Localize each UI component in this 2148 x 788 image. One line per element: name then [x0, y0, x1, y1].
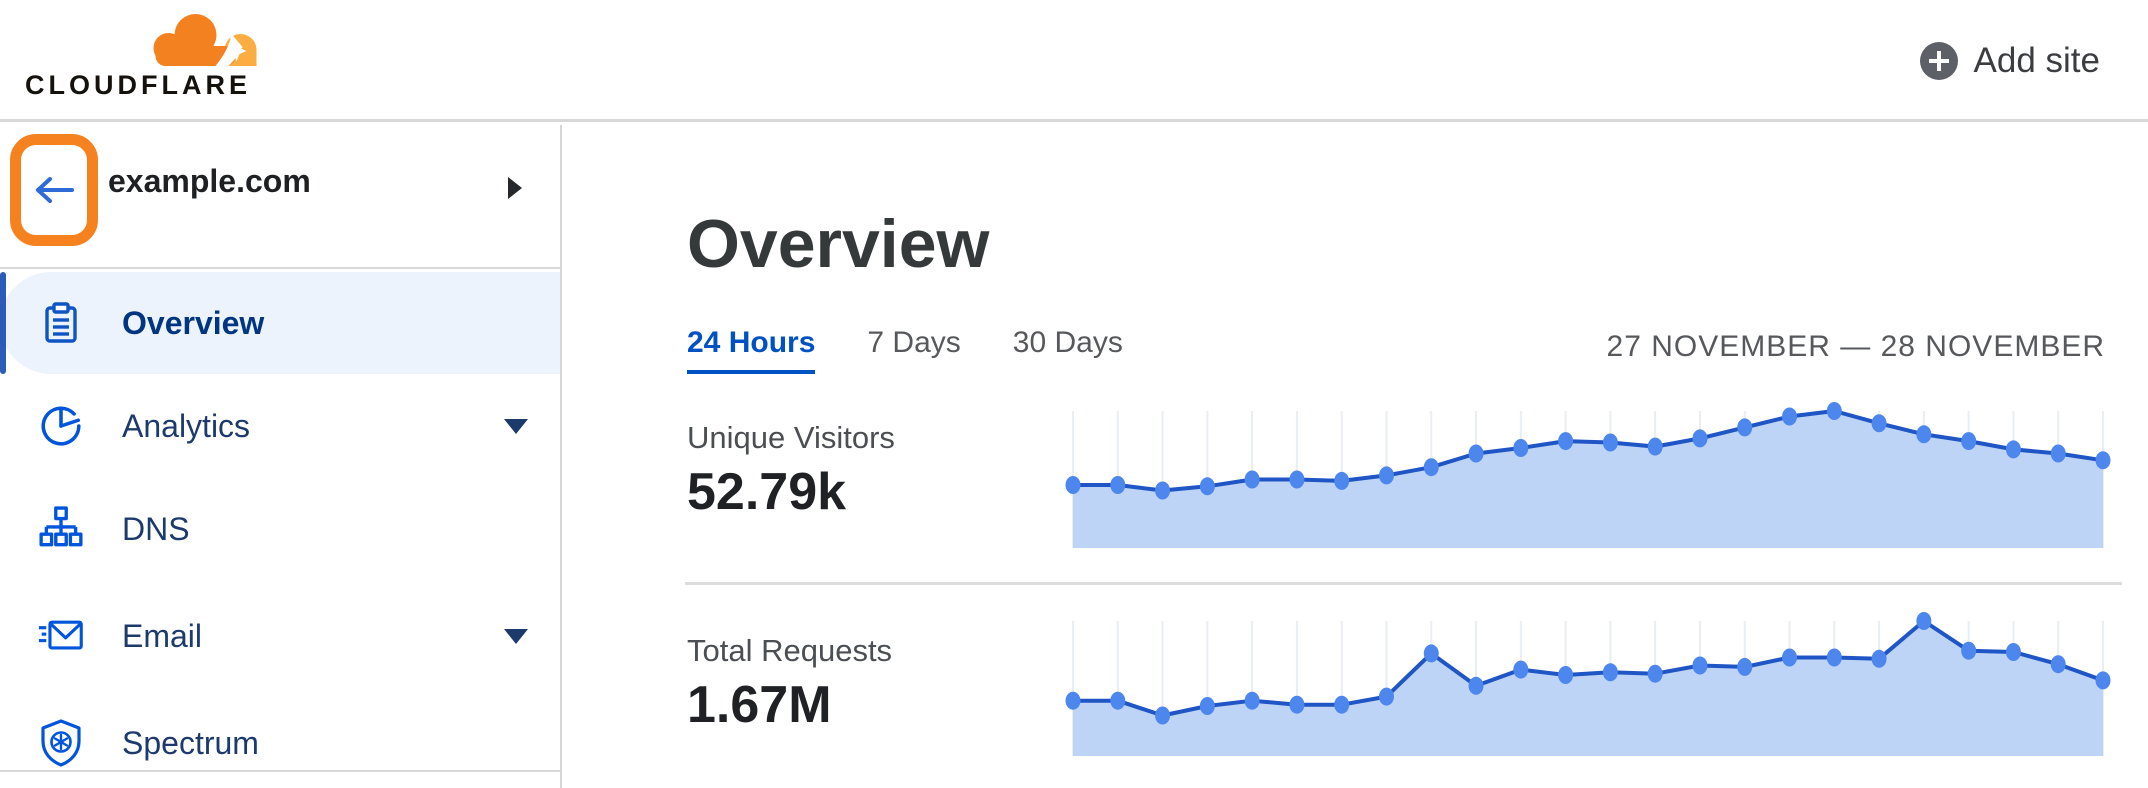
- total-requests-chart: [1065, 612, 2111, 756]
- chevron-down-icon[interactable]: [504, 628, 528, 644]
- sidebar: example.com Overview: [0, 125, 562, 788]
- sidebar-item-label: Overview: [122, 304, 265, 341]
- selected-indicator: [0, 272, 6, 374]
- back-button annotation-highlight-box[interactable]: [10, 134, 98, 246]
- top-header: CLOUDFLARE Add site: [0, 0, 2148, 122]
- clipboard-icon: [38, 299, 84, 347]
- time-range-tabs: 24 Hours 7 Days 30 Days: [687, 326, 1123, 374]
- email-icon: [38, 612, 84, 660]
- sidebar-divider: [0, 267, 560, 269]
- total-requests-label: Total Requests: [687, 633, 893, 668]
- tab-24-hours[interactable]: 24 Hours: [687, 326, 816, 374]
- plus-icon: [1919, 42, 1958, 80]
- section-divider: [685, 582, 2122, 585]
- tab-30-days[interactable]: 30 Days: [1012, 326, 1123, 359]
- cloudflare-cloud-icon: [153, 14, 257, 66]
- sidebar-item-overview[interactable]: Overview: [0, 272, 560, 374]
- total-requests-value: 1.67M: [687, 676, 832, 734]
- cloudflare-logo[interactable]: CLOUDFLARE: [25, 6, 265, 116]
- sidebar-item-email[interactable]: Email: [0, 585, 560, 687]
- arrow-left-icon: [36, 177, 74, 203]
- unique-visitors-chart: [1065, 402, 2111, 548]
- shield-icon: [38, 719, 84, 767]
- sidebar-item-label: DNS: [122, 510, 190, 547]
- unique-visitors-label: Unique Visitors: [687, 420, 895, 455]
- unique-visitors-value: 52.79k: [687, 463, 847, 521]
- add-site-button[interactable]: Add site: [1919, 33, 2100, 89]
- sidebar-item-spectrum[interactable]: Spectrum: [0, 692, 560, 788]
- sidebar-item-dns[interactable]: DNS: [0, 478, 560, 580]
- page-title: Overview: [687, 206, 990, 282]
- site-switcher-row: example.com: [0, 125, 560, 267]
- tab-7-days[interactable]: 7 Days: [867, 326, 961, 359]
- sidebar-divider: [0, 770, 560, 772]
- add-site-label: Add site: [1973, 41, 2100, 80]
- sidebar-item-analytics[interactable]: Analytics: [0, 375, 560, 477]
- site-name[interactable]: example.com: [108, 163, 311, 199]
- sidebar-item-label: Spectrum: [122, 724, 259, 761]
- chevron-down-icon[interactable]: [504, 418, 528, 434]
- date-range-label: 27 NOVEMBER — 28 NOVEMBER: [1606, 330, 2105, 363]
- cloudflare-wordmark: CLOUDFLARE: [25, 70, 251, 100]
- pie-chart-icon: [38, 402, 84, 450]
- chevron-right-icon[interactable]: [508, 177, 522, 199]
- sidebar-item-label: Analytics: [122, 407, 251, 444]
- sidebar-item-label: Email: [122, 617, 203, 654]
- sitemap-icon: [38, 505, 84, 553]
